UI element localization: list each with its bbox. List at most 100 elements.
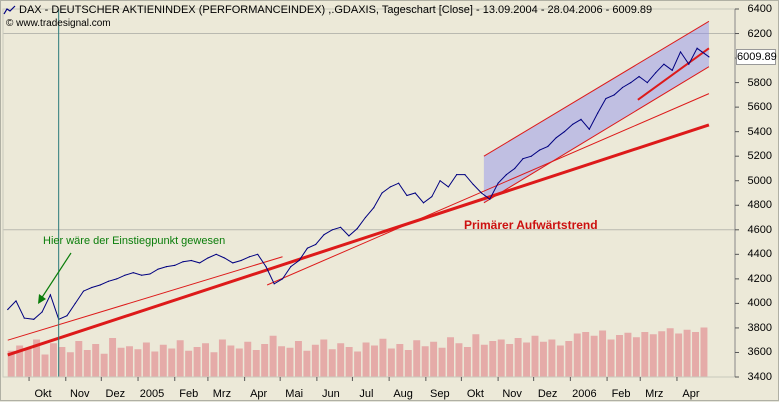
volume-bar [616,335,623,377]
price-point [373,207,375,209]
volume-bar [261,344,269,377]
price-point [688,63,690,65]
price-point [439,180,441,182]
volume-bar [49,343,57,377]
volume-bar [176,340,184,377]
y-tick-label: 5800 [747,76,772,89]
volume-bar [438,347,446,377]
entry-point-annotation: Hier wäre der Einstiegpunkt gewesen [43,235,226,247]
price-point [646,82,648,84]
volume-bar [92,344,100,377]
volume-bar [371,345,378,377]
trendlines [7,20,710,357]
volume-bar [480,344,488,377]
volume-bar [463,347,471,377]
primary-trend-annotation: Primärer Aufwärtstrend [464,218,598,232]
price-point [248,256,250,258]
volume-bar [185,350,193,377]
price-point [679,51,682,53]
price-point [15,300,17,302]
price-point [199,262,201,264]
x-tick-label: Mai [285,388,304,400]
volume-bar [447,337,454,377]
y-tick-label: 6200 [747,27,772,40]
volume-bar [117,347,125,377]
volume-bar [455,343,463,377]
volume-bar [109,338,117,377]
price-point [597,112,599,114]
volume-bar [489,341,497,377]
volume-bar [379,338,387,377]
price-point [472,183,474,186]
price-point [708,56,710,58]
volume-bar [218,339,226,377]
x-tick-label: Jun [322,388,340,400]
price-point [306,247,309,249]
volume-bar [675,333,683,377]
y-tick-label: 4800 [747,199,772,212]
price-point [638,75,640,78]
volume-bar [565,341,573,377]
price-point [190,259,192,262]
y-tick-label: 3600 [747,346,772,359]
price-point [364,216,367,219]
price-point [339,226,342,228]
price-point [381,192,383,194]
volume-bar [16,345,24,377]
price-point [116,278,118,280]
volume-bar [252,350,260,377]
price-point [555,137,557,139]
volume-bar [658,331,666,377]
trendline-channel-lower [483,66,710,204]
volume-bar [320,339,328,377]
price-point [7,308,9,311]
price-point [605,97,607,100]
volume-bar [227,345,235,377]
price-point [663,63,665,65]
price-point [414,192,416,194]
price-point [41,311,43,313]
y-tick-label: 6400 [747,3,772,15]
volume-bar [539,341,547,377]
trendline-channel-upper [483,20,710,157]
price-point [223,257,226,259]
price-point [165,266,168,268]
price-point [447,186,449,188]
price-point [207,257,209,259]
price-series [7,47,710,320]
volume-bar [523,342,531,377]
x-tick-label: Nov [502,388,522,400]
price-point [522,158,524,160]
y-tick-label: 5600 [747,101,772,114]
volume-bar [387,348,395,377]
price-point [331,229,333,231]
x-tick-label: Sep [430,388,450,400]
price-point [538,149,541,151]
price-point [107,280,110,282]
volume-bar [354,351,362,377]
volume-bar [294,341,302,377]
price-point [696,47,698,49]
volume-bar [649,334,657,377]
volume-bar [573,333,581,377]
volume-bar [506,344,514,377]
x-tick-label: Dez [537,388,558,400]
price-point [91,286,93,289]
price-point [157,268,159,270]
volume-bar [75,341,83,377]
price-point [613,94,615,96]
volume-bar [590,335,598,377]
volume-bar [632,337,640,377]
price-point [655,72,657,74]
price-point [464,174,466,176]
price-point [33,318,35,320]
trendline-primary [7,123,710,357]
price-point [66,315,68,317]
trendline-thin [266,93,710,286]
price-point [580,118,582,120]
volume-bar [421,346,429,377]
volume-bar [168,348,176,377]
price-point [265,266,267,268]
price-point [630,82,632,84]
